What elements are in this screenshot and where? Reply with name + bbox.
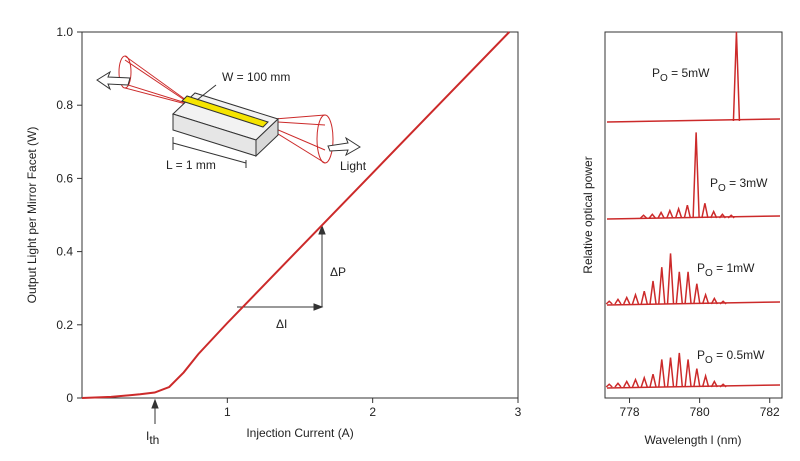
y-tick-label: 1.0 (56, 25, 73, 39)
plot-frame (81, 31, 519, 399)
power-label-main: P (697, 261, 705, 275)
y-tick-label: 0.2 (56, 318, 73, 332)
mode-peak (666, 253, 675, 305)
mode-peak (648, 213, 656, 219)
mode-peak (732, 31, 741, 122)
inset-length-label: L = 1 mm (166, 158, 216, 172)
power-label: PO = 0.5mW (697, 348, 765, 366)
mode-peak (701, 373, 710, 388)
mode-peak (614, 382, 622, 388)
y-tick-label: 0 (66, 391, 73, 405)
x-tick-label: 780 (690, 405, 710, 419)
x-tick-label: 1 (224, 405, 231, 419)
power-label-rest: = 5mW (668, 66, 710, 80)
x-tick-label: 782 (760, 405, 780, 419)
mode-peak (693, 283, 701, 305)
mode-peak (719, 300, 727, 305)
x-axis-label: Injection Current (A) (246, 426, 353, 440)
delta-arrows (151, 224, 326, 424)
mode-peak (640, 375, 648, 388)
y-tick-label: 0.6 (56, 171, 73, 185)
inset-light-label: Light (340, 159, 367, 173)
mode-peak (623, 379, 631, 388)
power-label-rest: = 0.5mW (713, 348, 765, 362)
y-axis-label: Relative optical power (581, 156, 595, 273)
mode-peak (675, 271, 684, 305)
mode-peak (719, 383, 727, 388)
mode-peak (684, 271, 692, 305)
delta-p: ΔP (330, 265, 346, 279)
power-label: PO = 5mW (652, 66, 710, 84)
output-curve (81, 31, 511, 399)
mode-peak (683, 204, 692, 219)
mode-peak (710, 296, 719, 305)
mode-peak (727, 214, 735, 219)
mode-peak (657, 210, 665, 219)
baseline (606, 118, 781, 123)
power-label-rest: = 3mW (726, 176, 768, 190)
power-label-sub: O (705, 268, 713, 279)
mode-peak (693, 368, 701, 388)
power-label-main: P (652, 66, 660, 80)
mode-peak (666, 208, 674, 219)
mode-peak (649, 280, 657, 305)
mode-peak (631, 377, 640, 388)
power-label-main: P (710, 176, 718, 190)
x-tick-label: 3 (515, 405, 522, 419)
mode-peak (649, 373, 657, 388)
mode-peak (692, 132, 700, 219)
delta-i: ΔI (276, 317, 287, 331)
mode-peak (710, 379, 719, 388)
power-label-main: P (697, 348, 705, 362)
threshold-label: Ith (146, 429, 159, 447)
threshold-label-main: I (146, 429, 149, 443)
mode-peak (718, 213, 726, 219)
light-arrows (96, 70, 361, 157)
threshold-label-sub: th (149, 433, 159, 447)
laser-chip (172, 84, 279, 168)
mode-peak (614, 298, 622, 305)
mode-peak (631, 292, 640, 305)
x-axis-label: Wavelength l (nm) (645, 433, 742, 447)
mode-peak (674, 206, 683, 219)
mode-peak (684, 359, 692, 388)
power-label: PO = 1mW (697, 261, 755, 279)
mode-peak (640, 290, 648, 305)
mode-peak (658, 267, 666, 305)
y-tick-label: 0.8 (56, 98, 73, 112)
y-tick-label: 0.4 (56, 245, 73, 259)
inset-width-label: W = 100 mm (222, 70, 290, 84)
power-label-rest: = 1mW (713, 261, 755, 275)
mode-peak (623, 295, 631, 305)
mode-peak (605, 383, 613, 388)
y-axis-label: Output Light per Mirror Facet (W) (25, 127, 39, 304)
mode-peak (666, 357, 675, 388)
x-tick-label: 2 (369, 405, 376, 419)
power-label-sub: O (660, 73, 668, 84)
mode-peak (640, 214, 648, 219)
plot-frame (604, 31, 783, 399)
mode-peak (709, 209, 718, 219)
mode-peak (605, 300, 613, 305)
mode-peak (701, 292, 710, 305)
mode-peak (701, 203, 709, 219)
power-label-sub: O (718, 183, 726, 194)
mode-peak (658, 359, 666, 388)
x-tick-label: 778 (620, 405, 640, 419)
mode-peak (675, 352, 684, 388)
power-label: PO = 3mW (710, 176, 768, 194)
power-label-sub: O (705, 355, 713, 366)
